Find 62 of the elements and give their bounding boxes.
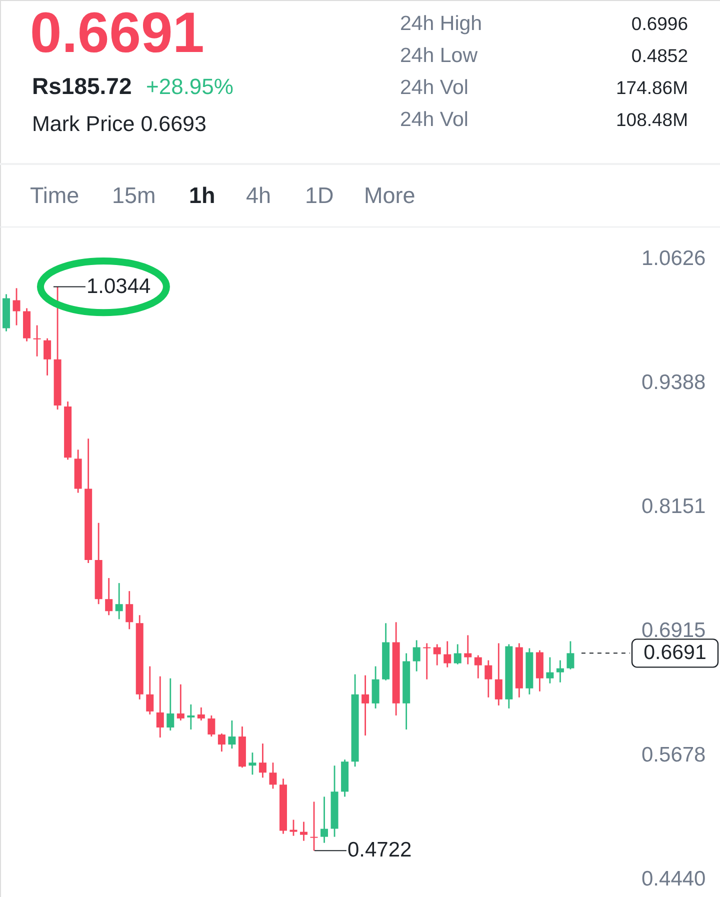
candlestick (146, 666, 154, 716)
candlestick (197, 706, 205, 722)
candlestick (454, 644, 462, 666)
candlestick (176, 684, 184, 722)
text: Time (30, 183, 80, 208)
candlestick (566, 640, 574, 670)
candlestick (33, 324, 41, 358)
y-tick-label: 0.5678 (642, 743, 706, 766)
text: 0.4852 (631, 45, 688, 66)
text: Mark Price 0.6693 (32, 112, 207, 136)
text: 174.86M (616, 77, 688, 98)
y-tick-label: 0.9388 (642, 371, 706, 394)
text: More (364, 183, 416, 208)
annotation: 1.0344 (86, 274, 152, 298)
candlestick (412, 640, 420, 672)
candlestick (218, 732, 226, 752)
y-tick-label: 0.4440 (642, 867, 706, 890)
candlestick (310, 801, 318, 852)
text: 1h (189, 183, 216, 208)
text: Rs185.72 (32, 73, 132, 99)
text: 24h Vol (400, 76, 468, 99)
candlestick (258, 742, 266, 778)
y-tick-label: 0.6915 (642, 619, 706, 642)
candlestick (474, 654, 482, 680)
candlestick (105, 577, 113, 616)
candlestick (433, 644, 441, 666)
candlestick (484, 660, 492, 698)
candlestick (556, 660, 564, 684)
candlestick (156, 676, 164, 738)
candlestick (546, 656, 554, 684)
text: 24h Vol (400, 108, 468, 131)
y-tick-label: 0.8151 (642, 495, 706, 518)
candlestick (320, 796, 328, 844)
annotation: 0.4722 (347, 838, 412, 862)
candlestick (126, 590, 134, 630)
candlestick (464, 634, 472, 666)
text: 0.6996 (631, 13, 688, 34)
candlestick (44, 338, 52, 376)
y-tick-label: 1.0626 (642, 246, 706, 270)
candlestick (444, 640, 452, 668)
ref-line-label: 0.6691 (644, 641, 706, 664)
candlestick (12, 287, 20, 326)
chart-title: 0.6691 (30, 1, 204, 65)
candlestick (290, 819, 298, 837)
text: 108.48M (616, 109, 688, 130)
candlestick (187, 704, 195, 730)
candlestick (248, 752, 256, 776)
text: +28.95% (146, 74, 234, 99)
candlestick (115, 582, 123, 620)
candlestick (228, 720, 236, 750)
text: 15m (112, 183, 156, 208)
candlestick (423, 642, 431, 680)
text: 1D (305, 183, 334, 208)
candlestick (300, 821, 308, 842)
candlestick (166, 678, 174, 732)
text: 4h (246, 183, 272, 208)
candlestick (269, 762, 277, 790)
candlestick (362, 674, 370, 736)
text: 24h Low (400, 44, 478, 67)
text: 24h High (400, 12, 482, 35)
candlestick (208, 714, 216, 738)
candlestick (494, 642, 502, 706)
